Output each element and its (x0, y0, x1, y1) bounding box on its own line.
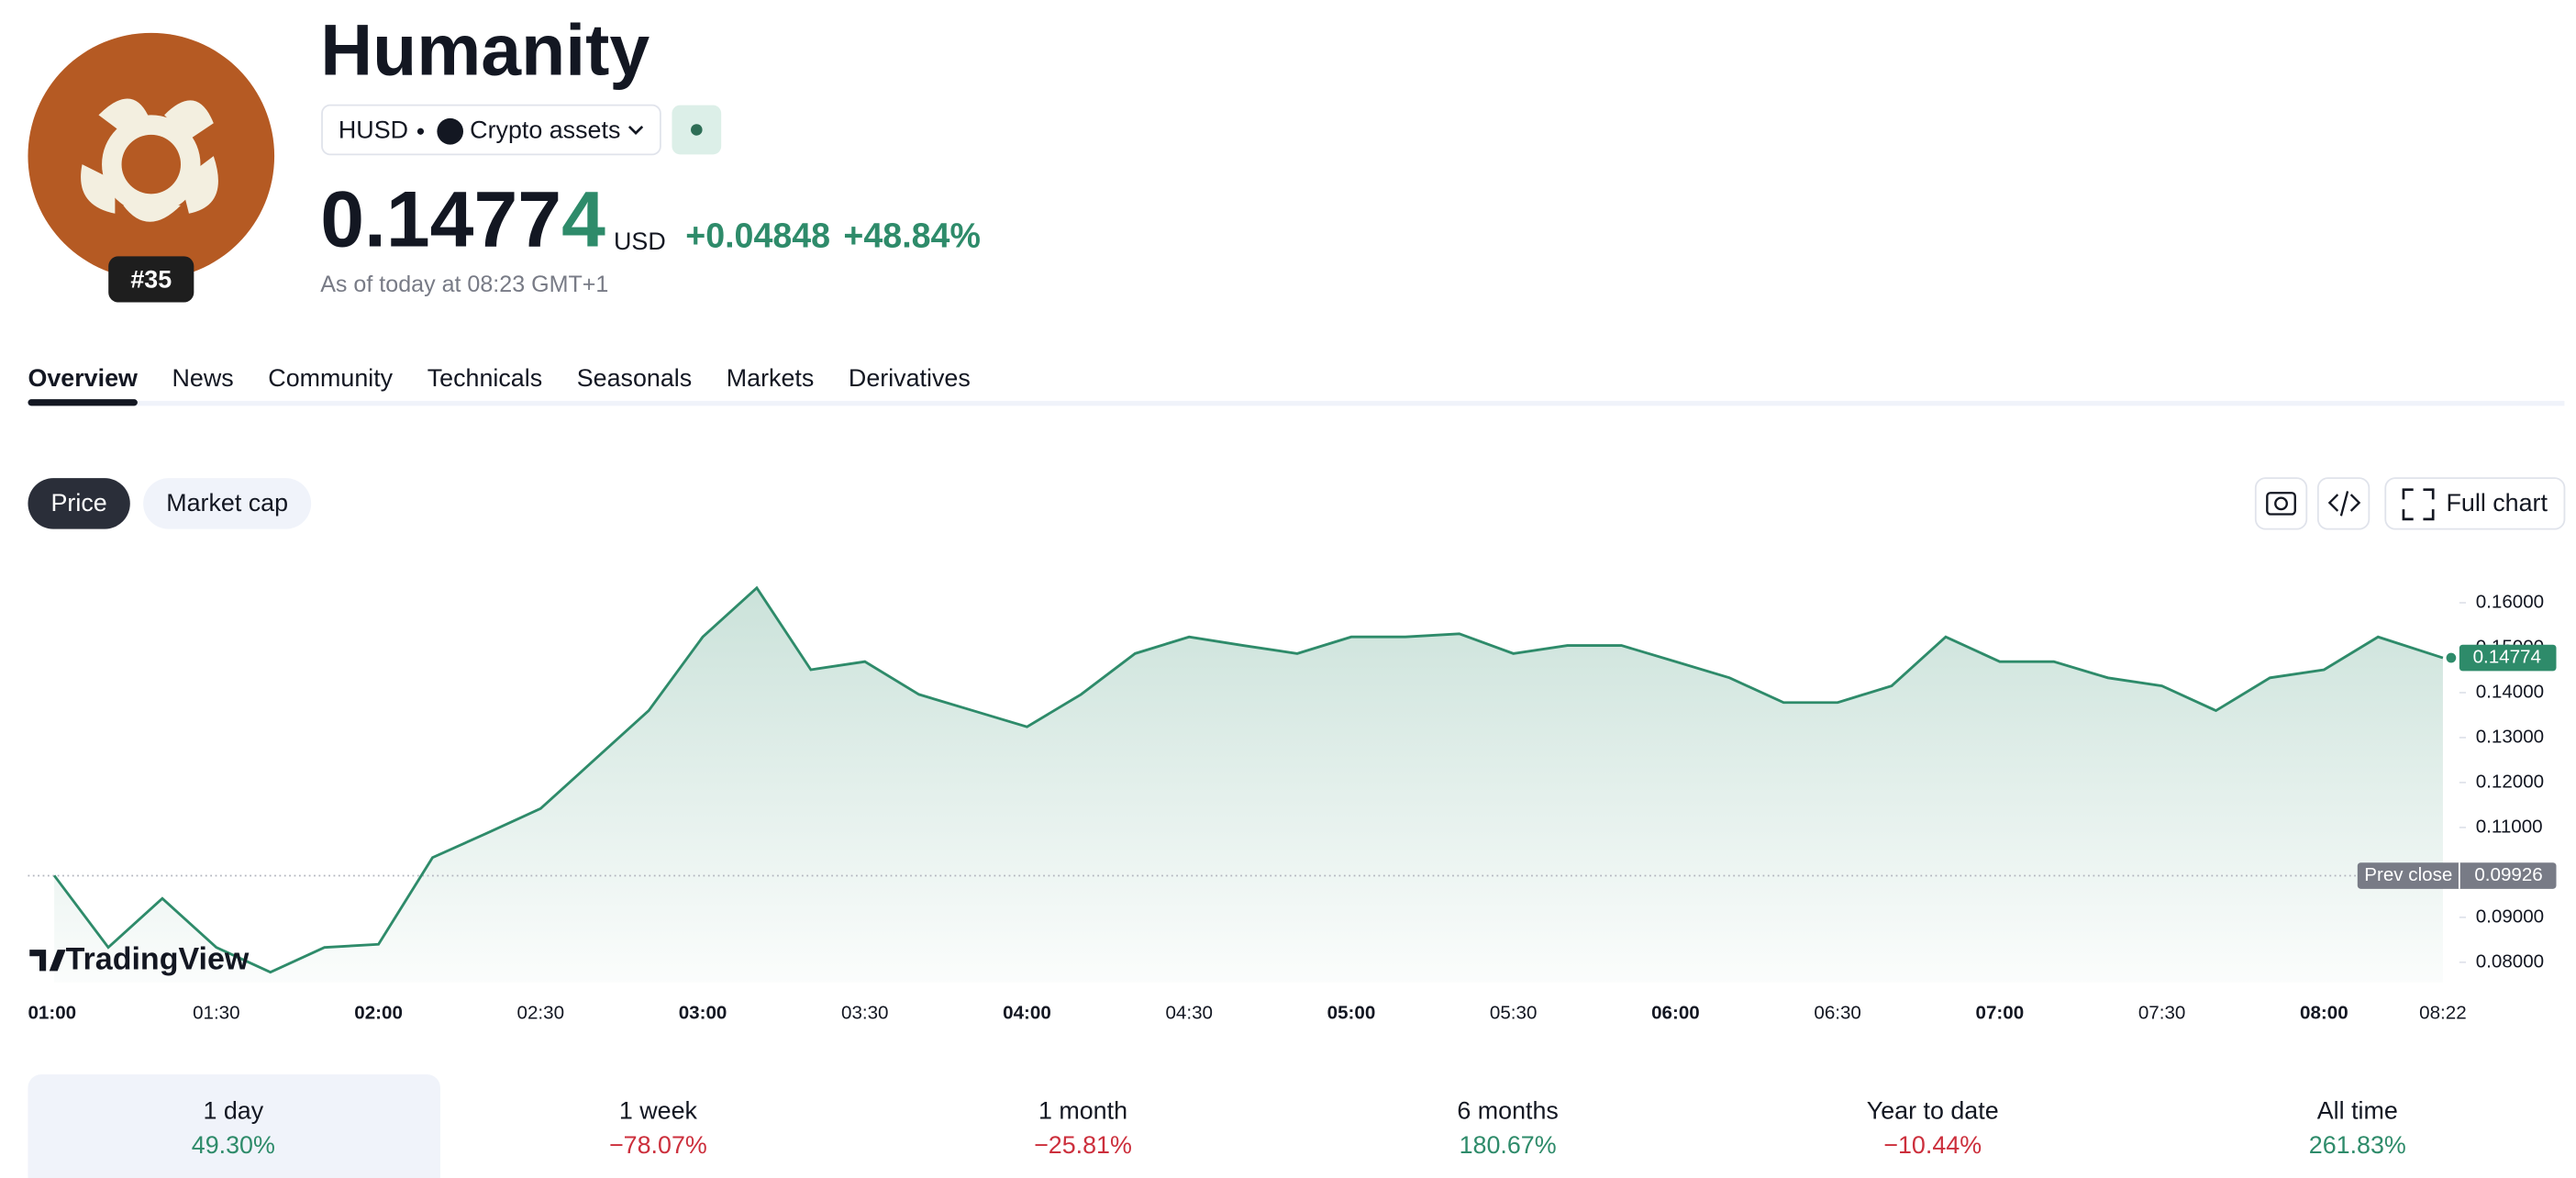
return-period[interactable]: 1 day (203, 1096, 263, 1124)
return-period[interactable]: All time (2317, 1096, 2398, 1124)
chart-button-label: Price (51, 489, 107, 517)
tab[interactable]: Community (268, 364, 393, 392)
x-tick-label: 02:30 (517, 1002, 565, 1023)
x-tick-label: 01:00 (28, 1002, 76, 1023)
price: 0.14774 (320, 175, 605, 263)
prev-close-label: Prev close (2364, 864, 2452, 885)
price-line (52, 585, 2444, 974)
tab[interactable]: Seasonals (577, 364, 692, 392)
x-tick-label: 06:00 (1651, 1002, 1700, 1023)
return-change: −25.81% (1034, 1131, 1132, 1159)
return-change: −10.44% (1883, 1131, 1982, 1159)
y-tick-label: 0.14000 (2476, 681, 2544, 702)
as-of: As of today at 08:23 GMT+1 (320, 272, 608, 297)
return-period[interactable]: 1 week (619, 1096, 698, 1124)
x-tick-label: 03:30 (841, 1002, 889, 1023)
x-tick-label: 04:30 (1165, 1002, 1213, 1023)
tab[interactable]: Technicals (427, 364, 542, 392)
chart: 0.08000 0.09000 0.11000 0.12000 0.13000 0.140… (28, 585, 2557, 1023)
x-tick-label: 05:30 (1490, 1002, 1538, 1023)
x-tick-label: 08:22 (2419, 1002, 2467, 1023)
y-tick-label: 0.13000 (2476, 726, 2544, 747)
return-selected (28, 1074, 440, 1178)
y-tick-label: 0.12000 (2476, 771, 2544, 792)
tabs: Overview News Community Technicals Seasonals… (28, 364, 971, 406)
symbol-chip[interactable] (321, 104, 661, 156)
currency: USD (614, 228, 666, 255)
ticker: HUSD (339, 116, 408, 143)
full-chart-label: Full chart (2447, 489, 2548, 517)
return-change: 180.67% (1460, 1131, 1557, 1159)
logo: #35 (28, 32, 275, 303)
chart-button-label: Market cap (166, 489, 288, 517)
change-percent: +48.84% (843, 217, 980, 255)
title: Humanity (320, 10, 650, 91)
last-tag-label: 0.14774 (2473, 646, 2541, 667)
return-change: −78.07% (609, 1131, 707, 1159)
change: +0.04848 (685, 217, 830, 255)
watermark: TradingView (66, 942, 250, 977)
y-tick-label: 0.16000 (2476, 591, 2544, 612)
x-tick-label: 02:00 (354, 1002, 403, 1023)
category: Crypto assets (470, 116, 620, 143)
returns: 1 day 49.30% 1 week −78.07% 1 month −25.81% 6 … (28, 1074, 2406, 1178)
return-period[interactable]: 6 months (1457, 1096, 1558, 1124)
price-main: 0.1477 (320, 175, 561, 263)
x-tick-label: 06:30 (1814, 1002, 1861, 1023)
x-tick-label: 07:30 (2138, 1002, 2186, 1023)
prev-close-value: 0.09926 (2474, 864, 2542, 885)
prev-close-tag (2357, 862, 2557, 889)
watermark-text: TradingView (66, 942, 250, 977)
tab[interactable]: News (172, 364, 234, 392)
chart-button[interactable] (143, 478, 312, 529)
return-period[interactable]: 1 month (1038, 1096, 1127, 1124)
chart-button[interactable] (28, 478, 130, 529)
price-last-digit: 4 (561, 175, 605, 263)
tab[interactable]: Markets (727, 364, 815, 392)
tab-underline (28, 399, 138, 406)
rank: #35 (130, 265, 172, 293)
y-tick-label: 0.09000 (2476, 906, 2544, 927)
tab[interactable]: Overview (28, 364, 138, 392)
y-tick-label: 0.08000 (2476, 950, 2544, 972)
tab[interactable]: Derivatives (849, 364, 971, 392)
x-tick-label: 05:00 (1327, 1002, 1376, 1023)
return-change: 261.83% (2309, 1131, 2406, 1159)
y-tick-label: 0.11000 (2476, 816, 2543, 837)
chart-buttons: Price Market cap (28, 478, 312, 529)
last-point (2446, 652, 2457, 663)
return-period[interactable]: Year to date (1867, 1096, 1999, 1124)
x-tick-label: 07:00 (1976, 1002, 2025, 1023)
area (54, 587, 2443, 983)
snapshot-button[interactable] (2254, 477, 2308, 530)
last-tag (2459, 644, 2557, 672)
return-change: 49.30% (192, 1131, 275, 1159)
x-tick-label: 04:00 (1003, 1002, 1051, 1023)
x-tick-label: 01:30 (193, 1002, 240, 1023)
x-tick-label: 08:00 (2300, 1002, 2348, 1023)
x-tick-label: 03:00 (679, 1002, 727, 1023)
